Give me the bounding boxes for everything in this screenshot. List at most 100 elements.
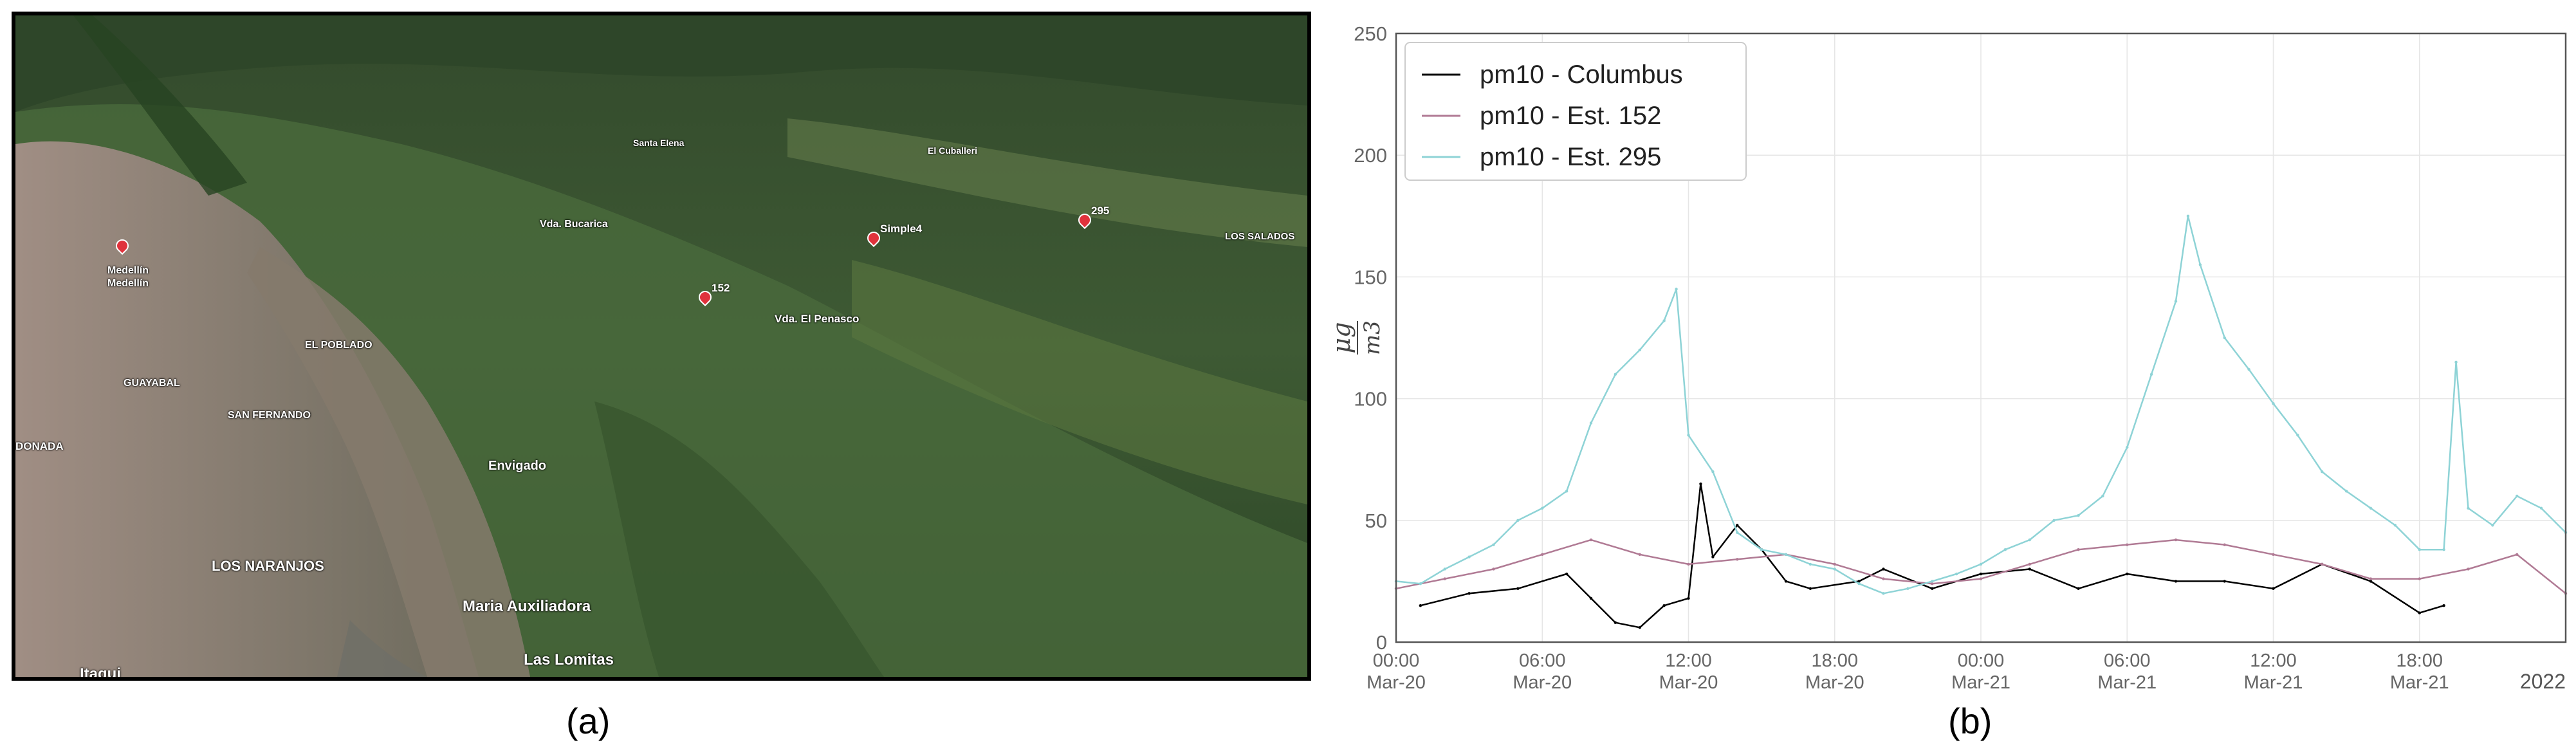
x-tick-label-time: 18:00	[1811, 650, 1858, 671]
data-point	[1589, 538, 1593, 542]
chart-legend: pm10 - Columbus pm10 - Est. 152 pm10 - Est…	[1404, 42, 1747, 181]
data-point	[2516, 494, 2519, 498]
data-point	[1808, 562, 1812, 566]
y-tick-label: 150	[1354, 266, 1387, 288]
data-point	[2296, 434, 2299, 437]
map-place-label: Santa Elena	[633, 138, 685, 148]
map-marker-label: Simple4	[880, 223, 923, 235]
data-point	[2052, 519, 2056, 522]
y-axis: 0 50 100 150 200 250	[1354, 23, 1387, 654]
data-point	[1784, 580, 1788, 583]
data-point	[1516, 519, 1520, 522]
data-point	[2028, 567, 2031, 571]
data-point	[2223, 580, 2226, 583]
map-place-label: Vda. El Penasco	[775, 313, 860, 325]
data-point	[1736, 531, 1739, 534]
data-point	[2126, 446, 2129, 449]
data-point	[1662, 604, 1666, 607]
data-point	[1955, 572, 1958, 576]
y-tick-label: 200	[1354, 144, 1387, 167]
map-place-label: LOS NARANJOS	[212, 558, 324, 574]
data-point	[1419, 582, 1422, 585]
y-tick-label: 0	[1376, 631, 1387, 654]
x-tick-label-date: Mar-20	[1659, 672, 1718, 693]
x-axis: 00:00Mar-2006:00Mar-2012:00Mar-2018:00Ma…	[1366, 650, 2449, 693]
y-axis-label-numerator: μg	[1327, 322, 1356, 353]
x-tick-label-time: 06:00	[2104, 650, 2151, 671]
legend-entry: pm10 - Est. 152	[1480, 102, 1661, 130]
x-tick-label-time: 12:00	[1665, 650, 1712, 671]
map-place-label: Medellín	[107, 265, 149, 276]
data-point	[1675, 288, 1678, 291]
data-point	[2077, 514, 2080, 517]
map-place-label: Maria Auxiliadora	[463, 598, 591, 615]
x-tick-label-time: 18:00	[2396, 650, 2443, 671]
x-tick-label-time: 12:00	[2250, 650, 2297, 671]
map-place-label: Vda. Bucarica	[540, 219, 608, 230]
data-point	[1882, 577, 1885, 580]
map-place-label: Envigado	[488, 459, 547, 473]
data-point	[2272, 401, 2275, 405]
y-axis-label-denominator: m3	[1359, 320, 1385, 355]
x-tick-label-time: 00:00	[1373, 650, 1420, 671]
map-place-label: EL POBLADO	[305, 340, 373, 351]
data-point	[2186, 214, 2190, 217]
data-point	[1565, 572, 1569, 576]
data-point	[1614, 373, 1617, 376]
legend-entry: pm10 - Columbus	[1480, 60, 1683, 89]
panel-a-caption: (a)	[566, 701, 611, 741]
data-point	[2418, 577, 2421, 580]
chart-series	[1394, 214, 2568, 629]
data-point	[2467, 506, 2470, 510]
data-point	[1736, 524, 1739, 527]
data-point	[2467, 567, 2470, 571]
data-point	[2126, 572, 2129, 576]
data-point	[2272, 553, 2275, 556]
data-point	[1931, 582, 1934, 585]
data-point	[2491, 524, 2494, 527]
data-point	[2369, 580, 2373, 583]
data-point	[2344, 490, 2348, 493]
plot-frame	[1395, 32, 2567, 643]
data-point	[1979, 572, 1983, 576]
map-place-label: LOS SALADOS	[1225, 231, 1295, 242]
data-point	[2101, 494, 2104, 498]
data-point	[1906, 587, 1909, 590]
map-place-label: Medellín	[107, 278, 149, 289]
data-point	[1931, 587, 1934, 590]
data-point	[1419, 604, 1422, 607]
data-point	[2223, 336, 2226, 340]
legend-box	[1404, 42, 1747, 181]
data-point	[2516, 553, 2519, 556]
x-tick-label-date: Mar-20	[1805, 672, 1864, 693]
map-place-label: DONADA	[15, 440, 64, 452]
data-point	[2028, 538, 2031, 542]
data-point	[1467, 592, 1471, 595]
data-point	[2539, 506, 2543, 510]
data-point	[1443, 567, 1446, 571]
data-point	[1589, 421, 1593, 425]
data-point	[1711, 555, 1715, 558]
data-point	[2149, 373, 2153, 376]
data-point	[1857, 580, 1861, 583]
x-tick-label-date: Mar-21	[2244, 672, 2303, 693]
panel-b-caption: (b)	[1948, 701, 1992, 741]
data-point	[2077, 548, 2080, 551]
data-point	[1808, 587, 1812, 590]
data-point	[2174, 580, 2178, 583]
data-point	[2321, 470, 2324, 474]
x-axis-offset-label: 2022	[2520, 670, 2566, 693]
data-point	[1467, 555, 1471, 558]
data-point	[1443, 577, 1446, 580]
y-axis-label: μg m3	[1327, 320, 1385, 355]
data-point	[1736, 558, 1739, 561]
series-line	[1395, 215, 2566, 595]
data-point	[2247, 367, 2250, 371]
y-tick-label: 50	[1365, 510, 1387, 532]
data-point	[2442, 604, 2445, 607]
data-point	[1541, 506, 1544, 510]
data-point	[1882, 567, 1885, 571]
data-point	[1638, 626, 1641, 629]
map-place-label: Las Lomitas	[524, 651, 614, 668]
data-point	[2077, 587, 2080, 590]
